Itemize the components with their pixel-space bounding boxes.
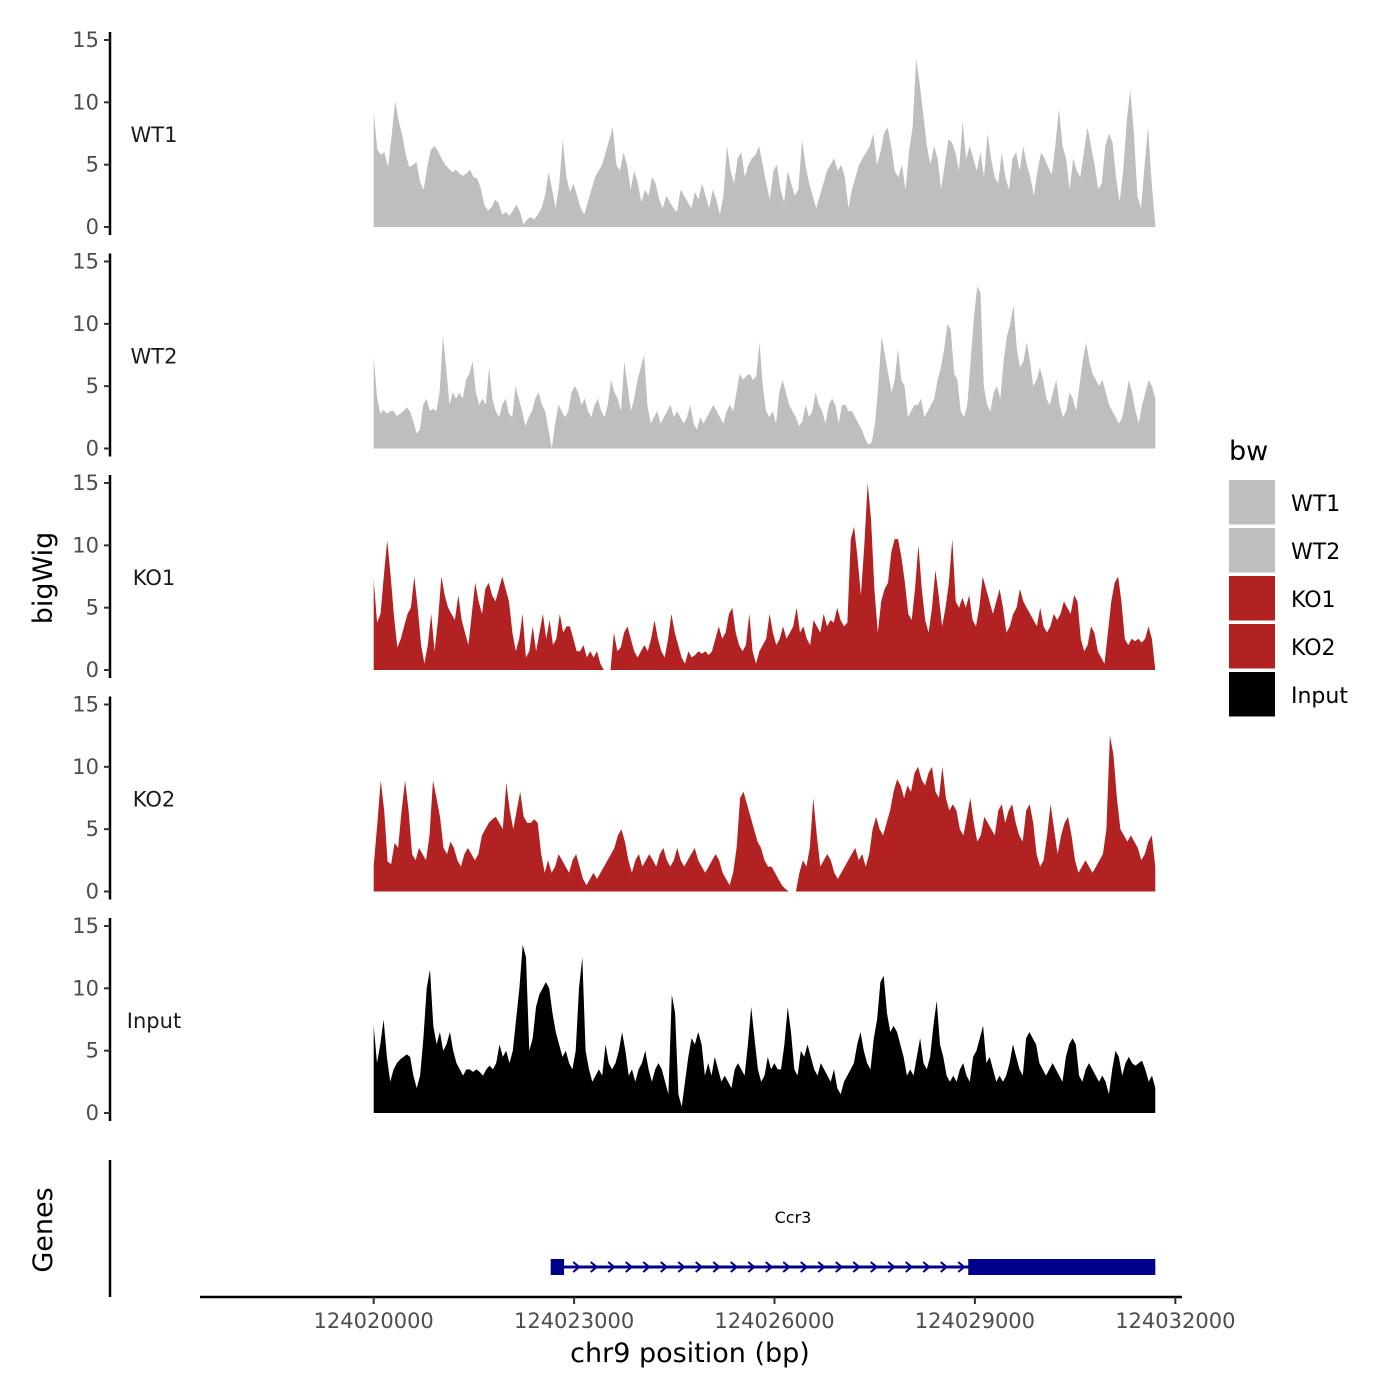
strand-arrow (607, 1261, 616, 1273)
track-label: KO2 (133, 788, 176, 812)
y-tick-label: 5 (86, 374, 99, 398)
track-ko2: 0 5 10 15 KO2 (72, 693, 1156, 904)
strand-arrow (695, 1261, 704, 1273)
strand-arrow (730, 1261, 739, 1273)
y-tick-label: 5 (86, 596, 99, 620)
gene-exon (550, 1259, 565, 1275)
strand-arrow (922, 1261, 931, 1273)
legend-swatch-ko2 (1229, 624, 1275, 670)
strand-arrow (817, 1261, 826, 1273)
legend-label-wt2: WT2 (1291, 540, 1340, 565)
strand-arrow (835, 1261, 844, 1273)
strand-arrow (800, 1261, 809, 1273)
legend-label-ko1: KO1 (1291, 588, 1336, 613)
y-tick-label: 10 (72, 90, 99, 114)
x-tick-label: 124020000 (314, 1309, 434, 1333)
strand-arrow (765, 1261, 774, 1273)
y-tick-label: 0 (86, 437, 99, 461)
series-area-wt1 (373, 58, 1156, 228)
x-tick-label: 124023000 (514, 1309, 634, 1333)
y-tick-label: 15 (72, 28, 99, 52)
genes-panel: Ccr3 (108, 1160, 1156, 1297)
track-input: 0 5 10 15 Input (72, 914, 1156, 1125)
y-tick-label: 10 (72, 533, 99, 557)
strand-arrow (677, 1261, 686, 1273)
x-axis: 124020000 124023000 124026000 124029000 1240… (200, 1295, 1235, 1333)
genes-axis-title: Genes (28, 1187, 59, 1272)
y-tick-label: 0 (86, 1101, 99, 1125)
bigwig-tracks: 0 5 10 15 WT1 0 5 10 15 WT2 0 5 10 15 KO1 0 5 10 15 KO2 0 5 10… (72, 28, 1156, 1125)
track-label: WT2 (131, 345, 178, 369)
legend-swatch-wt1 (1229, 480, 1275, 526)
legend-swatch-ko1 (1229, 576, 1275, 622)
gene-ccr3: Ccr3 (550, 1208, 1156, 1275)
strand-arrow (747, 1261, 756, 1273)
track-label: Input (127, 1009, 181, 1033)
legend-title: bw (1229, 436, 1268, 467)
strand-arrow (957, 1261, 966, 1273)
strand-arrow (660, 1261, 669, 1273)
y-tick-label: 15 (72, 914, 99, 938)
y-tick-label: 5 (86, 817, 99, 841)
track-ko1: 0 5 10 15 KO1 (72, 471, 1156, 682)
strand-arrow (642, 1261, 651, 1273)
y-tick-label: 0 (86, 215, 99, 239)
y-tick-label: 15 (72, 250, 99, 274)
y-axis-title: bigWig (28, 532, 59, 625)
legend-swatch-wt2 (1229, 528, 1275, 574)
x-tick-label: 124026000 (714, 1309, 834, 1333)
y-tick-label: 15 (72, 693, 99, 717)
series-area-ko1 (373, 483, 1156, 670)
track-wt1: 0 5 10 15 WT1 (72, 28, 1156, 239)
legend: bw WT1 WT2 KO1 KO2 Input (1229, 436, 1348, 720)
series-area-input (373, 944, 1156, 1113)
strand-arrow (852, 1261, 861, 1273)
track-label: KO1 (133, 566, 176, 590)
strand-arrow (712, 1261, 721, 1273)
x-axis-title: chr9 position (bp) (570, 1338, 810, 1369)
y-tick-label: 10 (72, 976, 99, 1000)
legend-label-input: Input (1291, 684, 1348, 709)
y-tick-label: 5 (86, 1039, 99, 1063)
gene-exon (968, 1259, 1156, 1275)
y-tick-label: 0 (86, 880, 99, 904)
legend-label-ko2: KO2 (1291, 636, 1336, 661)
x-tick-label: 124029000 (915, 1309, 1035, 1333)
y-tick-label: 5 (86, 153, 99, 177)
strand-arrow (590, 1261, 599, 1273)
legend-swatch-input (1229, 672, 1275, 718)
y-tick-label: 10 (72, 312, 99, 336)
y-tick-label: 10 (72, 755, 99, 779)
strand-arrow (782, 1261, 791, 1273)
x-tick-label: 124032000 (1115, 1309, 1235, 1333)
track-label: WT1 (131, 123, 178, 147)
strand-arrow (940, 1261, 949, 1273)
series-area-wt2 (373, 286, 1156, 449)
strand-arrow (870, 1261, 879, 1273)
track-wt2: 0 5 10 15 WT2 (72, 250, 1156, 461)
strand-arrow (887, 1261, 896, 1273)
legend-label-wt1: WT1 (1291, 492, 1340, 517)
strand-arrow (625, 1261, 634, 1273)
y-tick-label: 0 (86, 658, 99, 682)
strand-arrow (905, 1261, 914, 1273)
gene-label: Ccr3 (775, 1208, 812, 1227)
y-tick-label: 15 (72, 471, 99, 495)
series-area-ko2 (373, 735, 1156, 892)
strand-arrow (572, 1261, 581, 1273)
